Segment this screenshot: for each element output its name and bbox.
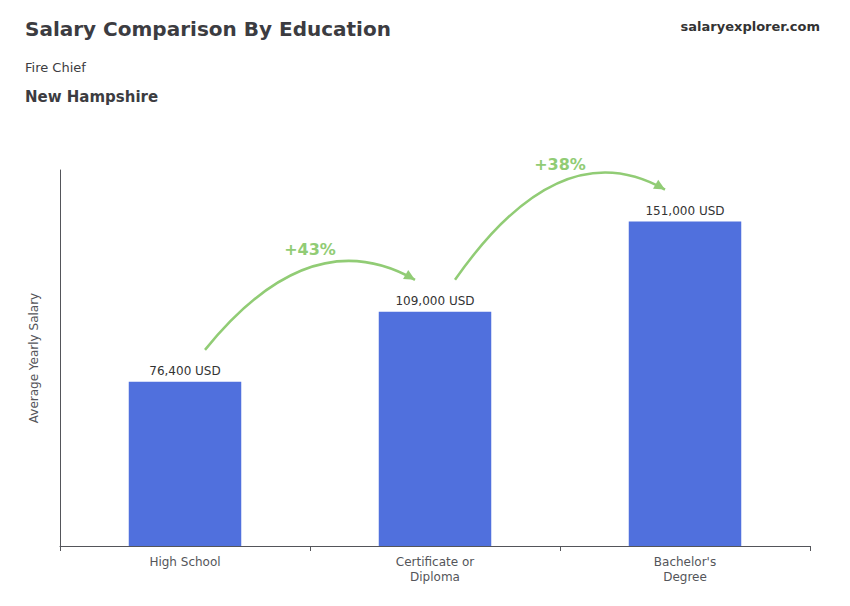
svg-text:Average Yearly Salary: Average Yearly Salary [27,293,41,423]
svg-text:Degree: Degree [663,570,707,584]
svg-text:salaryexplorer.com: salaryexplorer.com [681,19,820,34]
svg-text:High School: High School [149,555,220,569]
svg-text:Salary Comparison By Education: Salary Comparison By Education [25,17,391,41]
svg-text:New Hampshire: New Hampshire [25,88,158,106]
svg-text:+38%: +38% [534,155,586,174]
svg-text:76,400 USD: 76,400 USD [149,364,220,378]
svg-text:109,000 USD: 109,000 USD [395,294,474,308]
svg-text:Diploma: Diploma [410,570,460,584]
svg-text:+43%: +43% [284,240,336,259]
svg-text:Fire Chief: Fire Chief [25,60,86,75]
svg-text:151,000 USD: 151,000 USD [645,204,724,218]
svg-text:Bachelor's: Bachelor's [654,555,716,569]
svg-text:Certificate or: Certificate or [396,555,474,569]
